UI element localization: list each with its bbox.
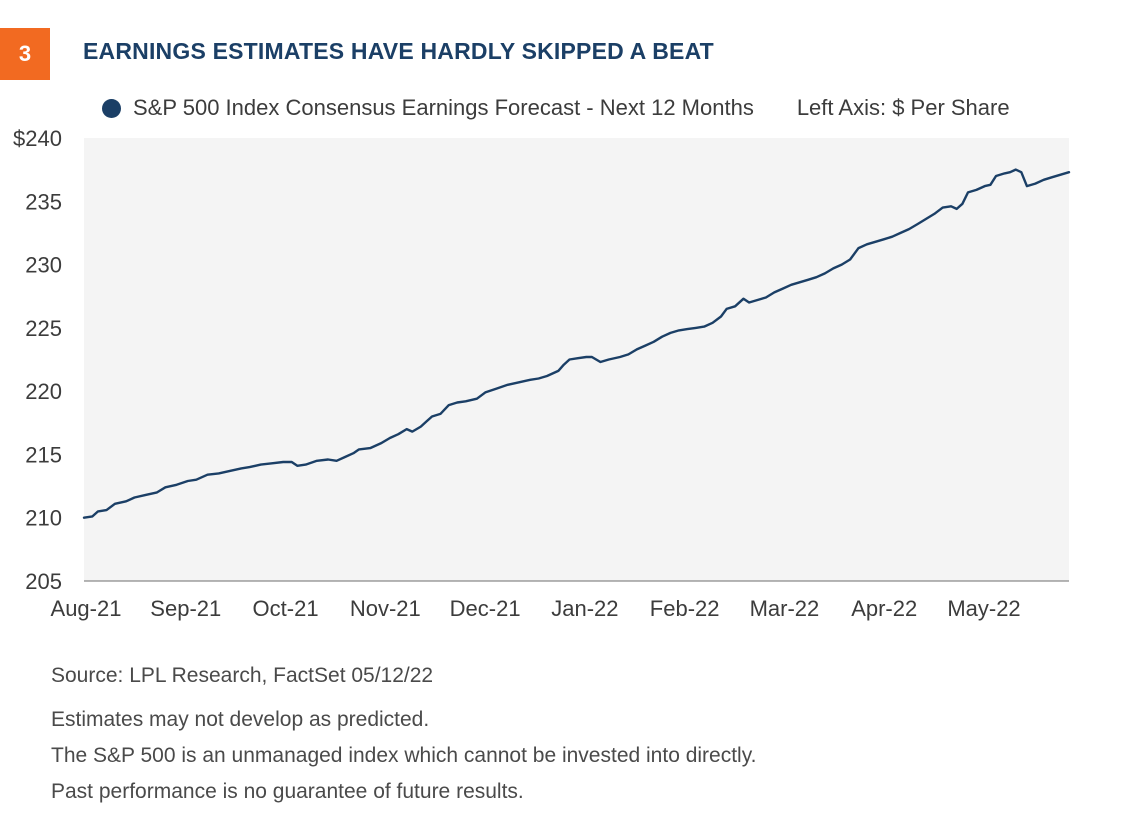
y-tick-label: 235	[25, 189, 62, 214]
disclaimer-line: Estimates may not develop as predicted.	[51, 708, 430, 731]
x-tick-label: Sep-21	[150, 596, 221, 621]
chart-notes: Source: LPL Research, FactSet 05/12/22 E…	[51, 658, 757, 810]
legend-series-label: S&P 500 Index Consensus Earnings Forecas…	[133, 95, 754, 120]
y-tick-label: 220	[25, 379, 62, 404]
axis-unit-label: Left Axis: $ Per Share	[796, 95, 1010, 120]
y-tick-label: 205	[25, 569, 62, 594]
y-tick-label: 230	[25, 253, 62, 278]
x-tick-label: May-22	[947, 596, 1020, 621]
x-tick-label: Aug-21	[51, 596, 122, 621]
y-tick-label: 215	[25, 442, 62, 467]
legend-marker-icon	[102, 98, 121, 118]
x-tick-label: Apr-22	[851, 596, 917, 621]
x-tick-label: Feb-22	[650, 596, 720, 621]
figure-number-badge: 3	[0, 28, 50, 80]
source-note: Source: LPL Research, FactSet 05/12/22	[51, 664, 434, 687]
disclaimer-line: Past performance is no guarantee of futu…	[51, 780, 524, 803]
x-tick-label: Oct-21	[253, 596, 319, 621]
y-tick-label: 225	[25, 316, 62, 341]
x-tick-label: Dec-21	[450, 596, 521, 621]
x-tick-label: Jan-22	[551, 596, 618, 621]
disclaimer-line: The S&P 500 is an unmanaged index which …	[51, 744, 757, 767]
x-tick-label: Mar-22	[750, 596, 820, 621]
chart-legend: S&P 500 Index Consensus Earnings Forecas…	[102, 94, 1010, 122]
earnings-line-chart: 205 210 215 220 225 230 235 $240 Aug-21 Sep-21 Oct…	[13, 126, 1071, 621]
y-tick-label: $240	[13, 126, 62, 151]
chart-title: EARNINGS ESTIMATES HAVE HARDLY SKIPPED A…	[83, 38, 714, 64]
x-tick-label: Nov-21	[350, 596, 421, 621]
series-line-sp500-earnings	[82, 168, 1071, 519]
y-tick-label: 210	[25, 506, 62, 531]
